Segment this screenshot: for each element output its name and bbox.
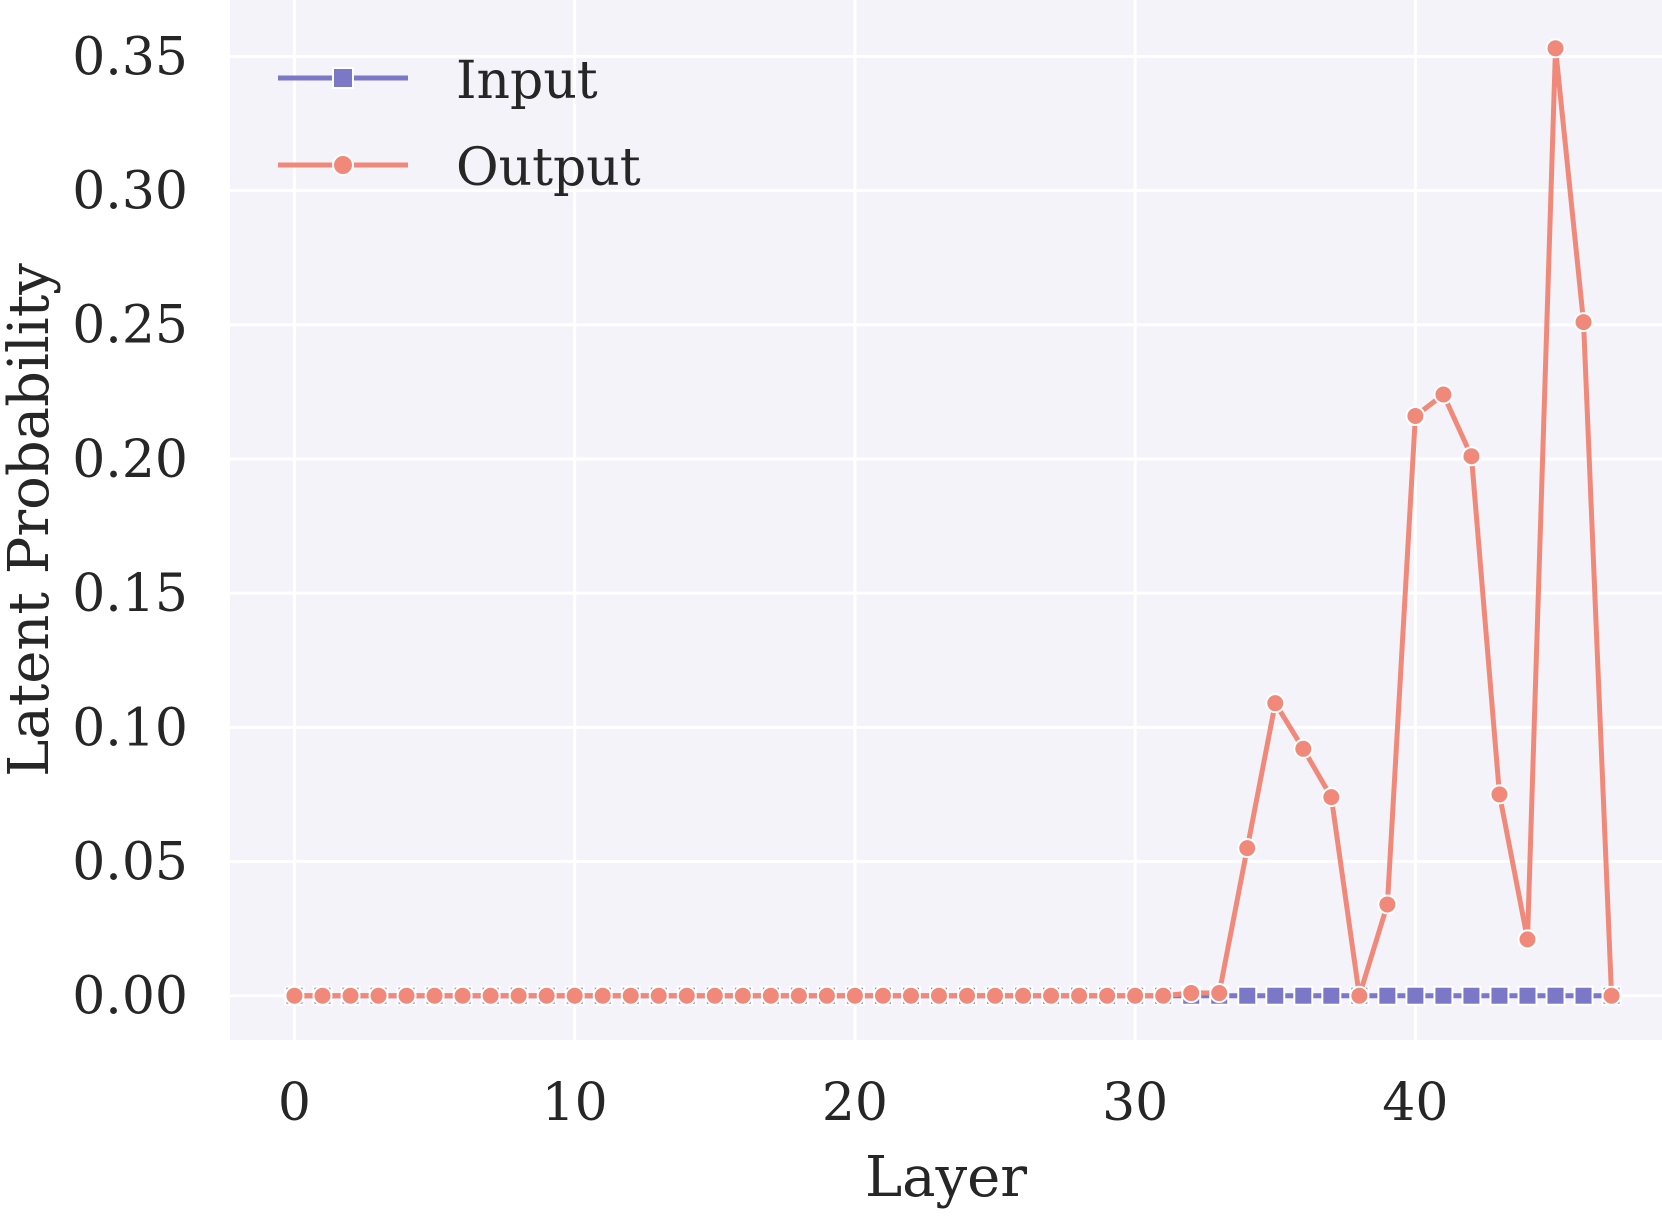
data-point-input xyxy=(1237,985,1258,1006)
data-point-output xyxy=(844,985,865,1006)
data-point-output xyxy=(900,985,921,1006)
data-point-output xyxy=(1517,929,1538,950)
data-point-output xyxy=(1181,983,1202,1004)
y-tick-label: 0.20 xyxy=(72,430,188,490)
data-point-output xyxy=(284,985,305,1006)
data-point-output xyxy=(368,985,389,1006)
data-point-output xyxy=(1097,985,1118,1006)
data-point-output xyxy=(1265,693,1286,714)
data-point-output xyxy=(1545,38,1566,59)
data-point-output xyxy=(732,985,753,1006)
data-point-output xyxy=(760,985,781,1006)
y-tick-label: 0.30 xyxy=(72,162,188,222)
legend: Input Output xyxy=(278,51,641,198)
data-point-input xyxy=(1377,985,1398,1006)
data-point-output xyxy=(1209,983,1230,1004)
x-tick-label: 30 xyxy=(1102,1073,1168,1133)
data-point-output xyxy=(788,985,809,1006)
data-point-output xyxy=(1573,312,1594,333)
data-point-output xyxy=(1349,985,1370,1006)
data-point-output xyxy=(592,985,613,1006)
legend-item-output: Output xyxy=(278,138,641,198)
y-tick-label: 0.25 xyxy=(72,296,188,356)
legend-output-label: Output xyxy=(456,138,641,198)
data-point-input xyxy=(1321,985,1342,1006)
data-point-output xyxy=(1293,738,1314,759)
data-point-output xyxy=(872,985,893,1006)
series-group xyxy=(284,38,1622,1006)
x-axis-title: Layer xyxy=(865,1145,1027,1210)
data-point-output xyxy=(1601,985,1622,1006)
data-point-output xyxy=(648,985,669,1006)
x-tick-label: 40 xyxy=(1382,1073,1448,1133)
data-point-output xyxy=(1237,838,1258,859)
data-point-output xyxy=(1433,384,1454,405)
data-point-output xyxy=(564,985,585,1006)
data-point-output xyxy=(1153,985,1174,1006)
data-point-output xyxy=(704,985,725,1006)
data-point-output xyxy=(676,985,697,1006)
data-point-input xyxy=(1545,985,1566,1006)
legend-input-marker xyxy=(332,67,354,89)
data-point-output xyxy=(1377,894,1398,915)
data-point-output xyxy=(396,985,417,1006)
data-point-output xyxy=(1041,985,1062,1006)
data-point-output xyxy=(985,985,1006,1006)
data-point-output xyxy=(312,985,333,1006)
data-point-output xyxy=(536,985,557,1006)
data-point-output xyxy=(1013,985,1034,1006)
plot-background xyxy=(230,0,1662,1040)
data-point-input xyxy=(1405,985,1426,1006)
data-point-output xyxy=(508,985,529,1006)
x-tick-label: 0 xyxy=(278,1073,311,1133)
data-point-output xyxy=(480,985,501,1006)
data-point-output xyxy=(957,985,978,1006)
data-point-input xyxy=(1293,985,1314,1006)
data-point-output xyxy=(1461,446,1482,467)
x-tick-label: 10 xyxy=(542,1073,608,1133)
data-point-output xyxy=(816,985,837,1006)
tick-labels: 0 10 20 30 40 0.00 0.05 0.10 0.15 0.20 0.25 0.30 0.3… xyxy=(72,27,1448,1133)
data-point-output xyxy=(620,985,641,1006)
legend-input-label: Input xyxy=(456,51,598,111)
data-point-input xyxy=(1265,985,1286,1006)
data-point-input xyxy=(1461,985,1482,1006)
data-point-input xyxy=(1433,985,1454,1006)
y-tick-label: 0.10 xyxy=(72,698,188,758)
data-point-output xyxy=(340,985,361,1006)
data-point-output xyxy=(928,985,949,1006)
data-point-output xyxy=(424,985,445,1006)
data-point-output xyxy=(1405,406,1426,426)
legend-item-input: Input xyxy=(278,51,598,111)
legend-output-marker xyxy=(332,154,354,176)
y-tick-label: 0.05 xyxy=(72,833,188,893)
data-point-output xyxy=(1489,784,1510,805)
data-point-output xyxy=(1321,787,1342,808)
data-point-output xyxy=(1069,985,1090,1006)
y-tick-label: 0.15 xyxy=(72,564,188,624)
y-tick-label: 0.35 xyxy=(72,27,188,87)
series-output xyxy=(284,38,1622,1006)
data-point-input xyxy=(1517,985,1538,1006)
data-point-input xyxy=(1489,985,1510,1006)
data-point-input xyxy=(1573,985,1594,1006)
x-tick-label: 20 xyxy=(822,1073,888,1133)
y-axis-title: Latent Probability xyxy=(0,263,62,777)
data-point-output xyxy=(1125,985,1146,1006)
data-point-output xyxy=(452,985,473,1006)
y-tick-label: 0.00 xyxy=(72,967,188,1027)
